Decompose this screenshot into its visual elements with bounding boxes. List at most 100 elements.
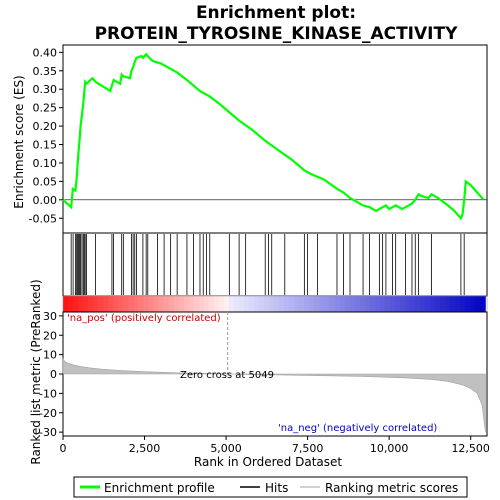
metric-panel: -30 -20 -10 0 10 20 30 bbox=[39, 310, 488, 439]
colorbar-segment bbox=[274, 296, 280, 312]
colorbar-segment bbox=[168, 296, 175, 312]
es-frame bbox=[62, 44, 488, 297]
zero-cross-label: Zero cross at 5049 bbox=[180, 370, 274, 381]
colorbar-segment bbox=[269, 296, 275, 312]
colorbar-segment bbox=[113, 296, 119, 312]
rank-colorbar bbox=[62, 295, 488, 313]
colorbar-segment bbox=[63, 296, 69, 312]
colorbar-segment bbox=[103, 296, 109, 312]
chart-title-line-2: PROTEIN_TYROSINE_KINASE_ACTIVITY bbox=[95, 24, 458, 44]
colorbar-segment bbox=[118, 296, 124, 312]
colorbar-segment bbox=[284, 296, 290, 312]
colorbar-segment bbox=[78, 296, 84, 312]
colorbar-segment bbox=[329, 296, 335, 312]
colorbar-segment bbox=[379, 296, 386, 312]
colorbar-segment bbox=[203, 296, 210, 312]
metric-y-tick-label: -10 bbox=[39, 387, 57, 400]
colorbar-segment bbox=[98, 296, 104, 312]
colorbar-segment bbox=[384, 296, 391, 312]
na-pos-label: 'na_pos' (positively correlated) bbox=[67, 313, 221, 324]
es-y-tick-label: 0.20 bbox=[33, 120, 58, 133]
colorbar-segment bbox=[173, 296, 180, 312]
x-tick-label: 2,500 bbox=[129, 442, 161, 455]
na-neg-label: 'na_neg' (negatively correlated) bbox=[278, 423, 437, 434]
colorbar-segment bbox=[148, 296, 154, 312]
colorbar-segment bbox=[450, 296, 456, 312]
colorbar-segment bbox=[223, 296, 230, 312]
es-axis-label: Enrichment score (ES) bbox=[12, 75, 26, 208]
x-axis-label: Rank in Ordered Dataset bbox=[194, 455, 342, 469]
legend-label-ranking: Ranking metric scores bbox=[325, 481, 458, 495]
colorbar-segment bbox=[324, 296, 330, 312]
metric-y-tick-label: 30 bbox=[43, 310, 57, 323]
colorbar-segment bbox=[188, 296, 195, 312]
colorbar-segment bbox=[339, 296, 345, 312]
es-y-tick-label: 0.40 bbox=[33, 46, 58, 59]
colorbar-segment bbox=[108, 296, 114, 312]
colorbar-segment bbox=[249, 296, 255, 312]
colorbar-segment bbox=[389, 296, 396, 312]
colorbar-segment bbox=[404, 296, 411, 312]
es-y-tick-label: 0.25 bbox=[33, 102, 58, 115]
colorbar-segment bbox=[445, 296, 451, 312]
colorbar-segment bbox=[93, 296, 99, 312]
colorbar-segment bbox=[68, 296, 74, 312]
legend-box bbox=[73, 476, 468, 498]
legend-label-hits: Hits bbox=[265, 481, 288, 495]
x-axis: 0 2,500 5,000 7,500 10,000 12,500 bbox=[60, 436, 490, 455]
colorbar-segment bbox=[334, 296, 340, 312]
colorbar-segment bbox=[309, 296, 315, 312]
colorbar-segment bbox=[409, 296, 416, 312]
es-y-tick-label: 0.35 bbox=[33, 65, 58, 78]
colorbar-segment bbox=[123, 296, 129, 312]
colorbar-segment bbox=[470, 296, 476, 312]
colorbar-segment bbox=[359, 296, 366, 312]
colorbar-segment bbox=[319, 296, 325, 312]
colorbar-segment bbox=[399, 296, 406, 312]
colorbar-segment bbox=[414, 296, 421, 312]
colorbar-segment bbox=[128, 296, 134, 312]
colorbar-segment bbox=[369, 296, 376, 312]
colorbar-segment bbox=[163, 296, 169, 312]
colorbar-segment bbox=[440, 296, 446, 312]
colorbar-segment bbox=[259, 296, 265, 312]
legend-label-enrichment: Enrichment profile bbox=[104, 481, 215, 495]
colorbar-segment bbox=[264, 296, 270, 312]
colorbar-segment bbox=[208, 296, 215, 312]
colorbar-segment bbox=[228, 296, 235, 312]
colorbar-segment bbox=[133, 296, 139, 312]
x-tick-label: 12,500 bbox=[451, 442, 490, 455]
es-y-tick-label: 0.15 bbox=[33, 139, 58, 152]
colorbar-segment bbox=[364, 296, 371, 312]
colorbar-segment bbox=[73, 296, 79, 312]
es-y-tick-label: 0.30 bbox=[33, 83, 58, 96]
colorbar-segment bbox=[435, 296, 441, 312]
colorbar-segment bbox=[354, 296, 361, 312]
colorbar-segment bbox=[233, 296, 240, 312]
colorbar-segment bbox=[294, 296, 300, 312]
es-panel: -0.05 0.00 0.05 0.10 0.15 0.20 0.25 0.30 0.35 0.4… bbox=[29, 44, 488, 297]
colorbar-segment bbox=[158, 296, 164, 312]
chart-title-line-1: Enrichment plot: bbox=[196, 3, 356, 23]
metric-axis-label: Ranked list metric (PreRanked) bbox=[29, 279, 43, 464]
colorbar-segment bbox=[430, 296, 436, 312]
metric-y-tick-label: 0 bbox=[50, 368, 57, 381]
x-tick-label: 5,000 bbox=[210, 442, 242, 455]
colorbar-segment bbox=[143, 296, 149, 312]
es-y-tick-label: 0.00 bbox=[33, 194, 58, 207]
metric-y-tick-label: 20 bbox=[43, 329, 57, 342]
colorbar-segment bbox=[238, 296, 245, 312]
colorbar-segment bbox=[138, 296, 144, 312]
colorbar-segment bbox=[289, 296, 295, 312]
x-tick-label: 10,000 bbox=[370, 442, 409, 455]
colorbar-segment bbox=[299, 296, 305, 312]
colorbar-segment bbox=[279, 296, 285, 312]
colorbar-segment bbox=[178, 296, 185, 312]
ranking-metric-area bbox=[62, 358, 486, 433]
colorbar-segment bbox=[83, 296, 89, 312]
es-y-tick-label: -0.05 bbox=[29, 212, 57, 225]
colorbar-segment bbox=[198, 296, 205, 312]
metric-y-tick-label: 10 bbox=[43, 349, 57, 362]
colorbar-segment bbox=[344, 296, 351, 312]
